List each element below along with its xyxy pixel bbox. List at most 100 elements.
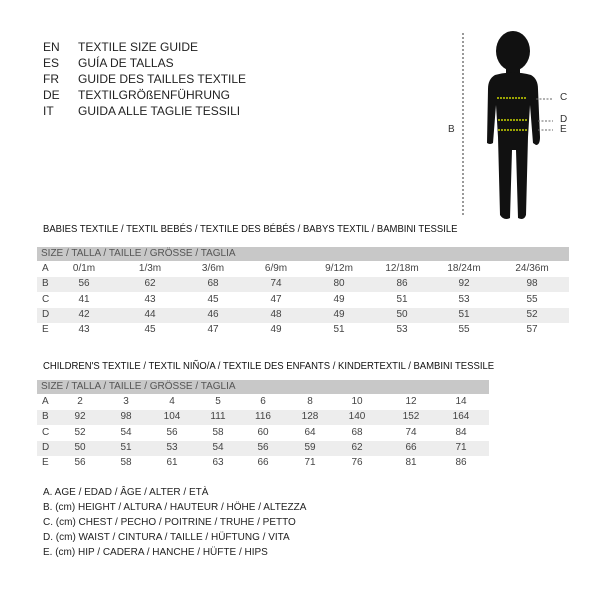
table-cell: 74	[405, 426, 417, 438]
table-cell: 68	[207, 278, 219, 290]
table-cell: 80	[333, 278, 345, 290]
table-cell: 41	[78, 293, 90, 305]
table-cell: 49	[270, 324, 282, 336]
row-label: B	[42, 411, 49, 423]
table-cell: 66	[257, 457, 269, 469]
table-cell: 5	[215, 396, 221, 407]
table-cell: 6	[260, 396, 266, 407]
table-row: B 56 62 68 74 80 86 92 98	[37, 277, 569, 293]
table-cell: 57	[526, 324, 538, 336]
table-row: C 52 54 56 58 60 64 68 74 84	[37, 426, 489, 441]
language-code: ES	[43, 56, 60, 70]
table-cell: 50	[396, 308, 408, 320]
table-cell: 51	[396, 293, 408, 305]
row-label: A	[42, 263, 49, 274]
table-cell: 55	[458, 324, 470, 336]
table-row: D 50 51 53 54 56 59 62 66 71	[37, 440, 489, 456]
table-cell: 46	[207, 308, 219, 320]
table-cell: 51	[458, 308, 470, 320]
row-label: D	[42, 308, 50, 320]
table-cell: 8	[307, 396, 313, 407]
table-cell: 86	[455, 457, 467, 469]
table-cell: 52	[74, 426, 86, 438]
table-cell: 55	[526, 293, 538, 305]
children-header: SIZE / TALLA / TAILLE / GRÖSSE / TAGLIA	[37, 380, 489, 394]
legend-item: A. AGE / EDAD / ÂGE / ALTER / ETÀ	[43, 487, 209, 498]
table-cell: 48	[270, 308, 282, 320]
table-cell: 104	[163, 411, 181, 423]
children-title: CHILDREN'S TEXTILE / TEXTIL NIÑO/A / TEX…	[43, 361, 495, 372]
language-code: EN	[43, 40, 60, 54]
table-cell: 71	[455, 441, 467, 453]
table-cell: 60	[257, 426, 269, 438]
table-cell: 74	[270, 278, 282, 290]
table-cell: 76	[351, 457, 363, 469]
row-label: A	[42, 396, 49, 407]
row-label: C	[42, 293, 50, 305]
table-cell: 6/9m	[264, 263, 288, 274]
table-cell: 140	[348, 411, 366, 423]
language-row: EN TEXTILE SIZE GUIDE	[43, 40, 198, 54]
table-cell: 45	[207, 293, 219, 305]
label-b: B	[448, 124, 455, 135]
table-cell: 9/12m	[325, 263, 353, 274]
row-label: D	[42, 441, 50, 453]
label-c: C	[560, 92, 568, 103]
table-cell: 66	[405, 441, 417, 453]
language-code: DE	[43, 88, 60, 102]
table-cell: 52	[526, 308, 538, 320]
table-cell: 0/1m	[72, 263, 96, 274]
row-label: E	[42, 324, 49, 336]
table-cell: 43	[144, 293, 156, 305]
table-cell: 56	[74, 457, 86, 469]
table-cell: 3/6m	[201, 263, 225, 274]
legend-item: D. (cm) WAIST / CINTURA / TAILLE / HÜFTU…	[43, 532, 290, 543]
legend-item: B. (cm) HEIGHT / ALTURA / HAUTEUR / HÖHE…	[43, 502, 307, 513]
table-cell: 45	[144, 324, 156, 336]
table-cell: 43	[78, 324, 90, 336]
table-cell: 98	[526, 278, 538, 290]
legend-item: E. (cm) HIP / CADERA / HANCHE / HÜFTE / …	[43, 547, 268, 558]
language-text: GUÍA DE TALLAS	[78, 56, 174, 70]
table-cell: 56	[257, 441, 269, 453]
table-cell: 164	[452, 411, 470, 423]
table-cell: 86	[396, 278, 408, 290]
table-row: E 56 58 61 63 66 71 76 81 86	[37, 456, 489, 471]
table-cell: 3	[123, 396, 129, 407]
table-cell: 68	[351, 426, 363, 438]
table-cell: 4	[169, 396, 175, 407]
table-cell: 14	[455, 396, 467, 407]
table-cell: 98	[120, 411, 132, 423]
row-label: E	[42, 457, 49, 469]
table-cell: 92	[74, 411, 86, 423]
table-cell: 53	[458, 293, 470, 305]
table-cell: 53	[166, 441, 178, 453]
table-cell: 42	[78, 308, 90, 320]
language-text: TEXTILE SIZE GUIDE	[78, 40, 199, 54]
language-text: GUIDA ALLE TAGLIE TESSILI	[78, 104, 241, 118]
table-cell: 47	[207, 324, 219, 336]
table-cell: 152	[402, 411, 420, 423]
table-cell: 62	[351, 441, 363, 453]
table-cell: 18/24m	[447, 263, 481, 274]
table-row: C 41 43 45 47 49 51 53 55	[37, 293, 569, 308]
table-cell: 54	[120, 426, 132, 438]
table-cell: 49	[333, 293, 345, 305]
table-cell: 44	[144, 308, 156, 320]
label-d: D	[560, 114, 568, 125]
table-cell: 63	[212, 457, 224, 469]
table-cell: 12	[405, 396, 417, 407]
table-cell: 92	[458, 278, 470, 290]
table-cell: 51	[333, 324, 345, 336]
row-label: B	[42, 278, 49, 290]
language-text: TEXTILGRÖßENFÜHRUNG	[78, 88, 231, 102]
table-cell: 53	[396, 324, 408, 336]
language-row: DE TEXTILGRÖßENFÜHRUNG	[43, 88, 230, 102]
table-cell: 1/3m	[138, 263, 162, 274]
table-cell: 58	[120, 457, 132, 469]
table-cell: 61	[166, 457, 178, 469]
table-cell: 10	[351, 396, 363, 407]
table-cell: 62	[144, 278, 156, 290]
table-row: A 2 3 4 5 6 8 10 12 14	[37, 395, 489, 410]
language-code: IT	[43, 104, 54, 118]
